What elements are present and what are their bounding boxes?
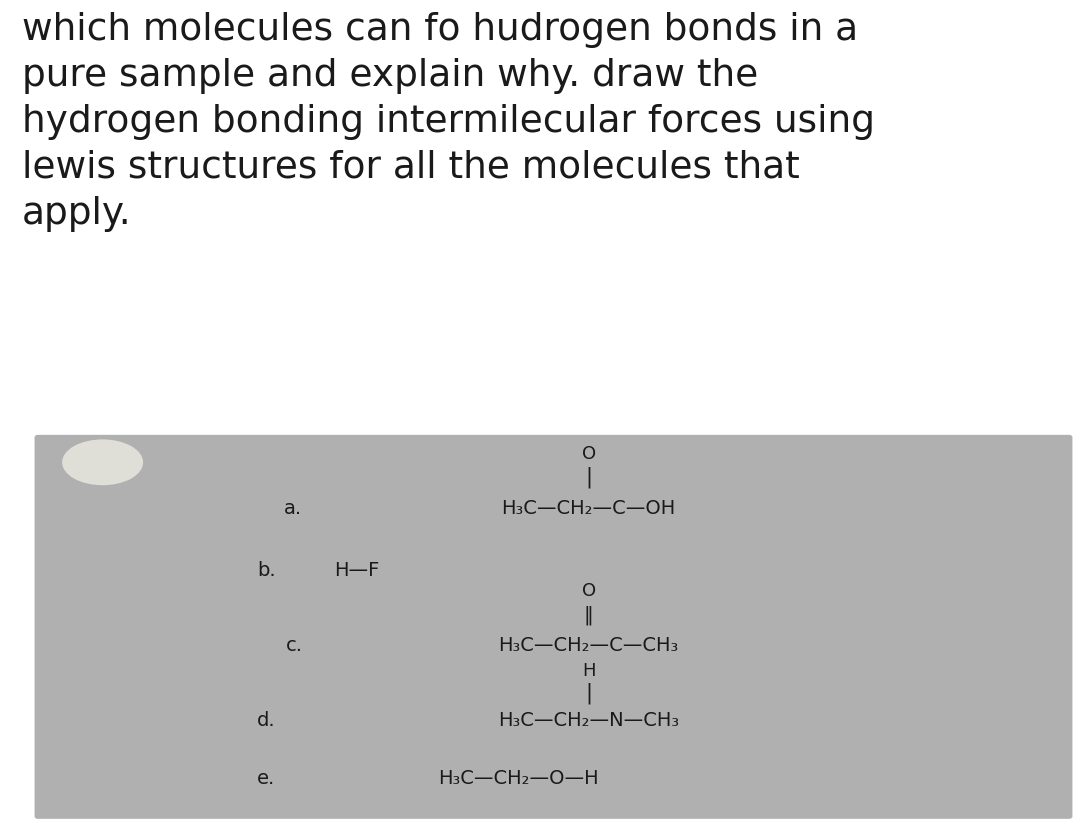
Text: b.: b. — [257, 561, 275, 580]
Text: e.: e. — [257, 770, 275, 788]
FancyBboxPatch shape — [35, 435, 1072, 819]
Text: H₃C—CH₂—O—H: H₃C—CH₂—O—H — [438, 770, 598, 788]
Text: |: | — [585, 682, 592, 704]
Text: H—F: H—F — [334, 561, 379, 580]
Text: which molecules can fo hudrogen bonds in a
pure sample and explain why. draw the: which molecules can fo hudrogen bonds in… — [22, 12, 875, 232]
Text: a.: a. — [284, 499, 302, 517]
Text: H₃C—CH₂—N—CH₃: H₃C—CH₂—N—CH₃ — [498, 711, 679, 730]
Text: H: H — [582, 661, 595, 680]
Text: O: O — [581, 445, 596, 463]
Text: |: | — [585, 466, 592, 488]
Ellipse shape — [62, 440, 143, 485]
Text: d.: d. — [257, 711, 275, 730]
Text: O: O — [581, 582, 596, 601]
Text: c.: c. — [285, 636, 302, 655]
Text: ‖: ‖ — [583, 605, 594, 625]
Text: H₃C—CH₂—C—OH: H₃C—CH₂—C—OH — [501, 499, 676, 517]
Text: H₃C—CH₂—C—CH₃: H₃C—CH₂—C—CH₃ — [499, 636, 678, 655]
